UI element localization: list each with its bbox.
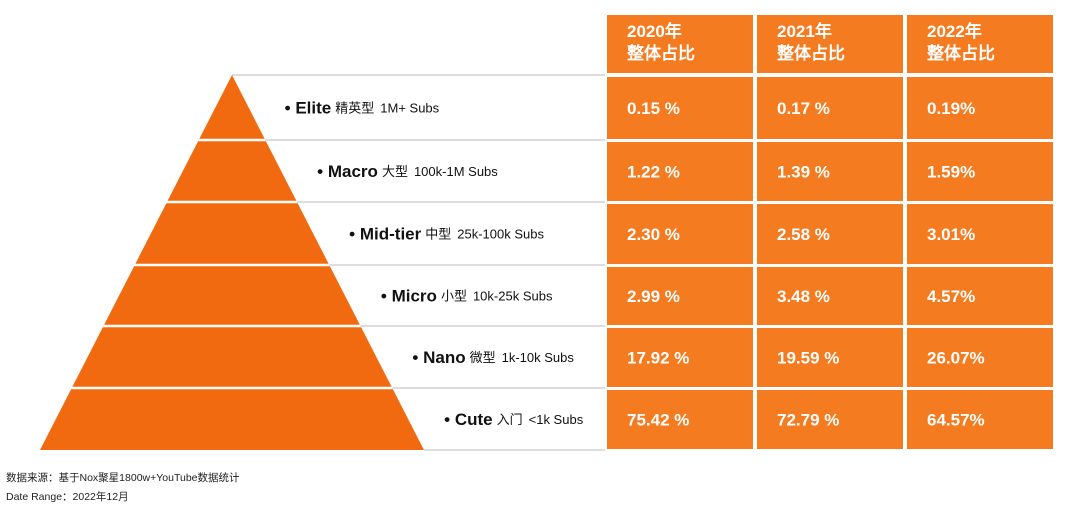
tier-label: • Macro 大型 100k-1M Subs bbox=[317, 162, 498, 181]
tier-label: • Nano 微型 1k-10k Subs bbox=[412, 348, 574, 367]
value-cell bbox=[607, 142, 753, 201]
tier-range: 1k-10k Subs bbox=[502, 350, 575, 365]
header-text: 2021年整体占比 bbox=[777, 21, 845, 63]
tier-cn: 入门 bbox=[497, 412, 523, 427]
tier-range: 1M+ Subs bbox=[380, 101, 439, 116]
value-text: 1.39 % bbox=[777, 162, 830, 181]
header-cell bbox=[757, 15, 903, 73]
header-cell bbox=[907, 15, 1053, 73]
value-cell bbox=[607, 390, 753, 449]
tier-range: <1k Subs bbox=[529, 412, 584, 427]
value-cell bbox=[757, 142, 903, 201]
pyramid bbox=[40, 75, 424, 450]
header-text: 2022年整体占比 bbox=[927, 21, 995, 63]
value-cell bbox=[757, 328, 903, 387]
value-cell bbox=[757, 267, 903, 325]
header-line: 2022年 bbox=[927, 21, 982, 41]
value-cell bbox=[757, 204, 903, 264]
value-text: 3.48 % bbox=[777, 287, 830, 306]
tier-label: • Micro 小型 10k-25k Subs bbox=[381, 287, 553, 306]
value-text: 0.19% bbox=[927, 99, 975, 118]
bullet: • bbox=[444, 410, 455, 429]
value-text: 2.30 % bbox=[627, 225, 680, 244]
tier-name: Nano bbox=[423, 348, 466, 367]
tier-range: 100k-1M Subs bbox=[414, 164, 498, 179]
value-text: 0.15 % bbox=[627, 99, 680, 118]
value-cell bbox=[757, 77, 903, 139]
tier-label: • Cute 入门 <1k Subs bbox=[444, 410, 584, 429]
value-cell bbox=[607, 328, 753, 387]
value-text: 4.57% bbox=[927, 287, 975, 306]
tier-name: Micro bbox=[392, 287, 437, 306]
value-text: 1.59% bbox=[927, 162, 975, 181]
header-line: 2021年 bbox=[777, 21, 832, 41]
value-text: 2.99 % bbox=[627, 287, 680, 306]
value-cell bbox=[607, 267, 753, 325]
header-cell bbox=[607, 15, 753, 73]
value-text: 0.17 % bbox=[777, 99, 830, 118]
tier-name: Elite bbox=[295, 99, 331, 118]
value-text: 72.79 % bbox=[777, 410, 839, 429]
value-cell bbox=[607, 77, 753, 139]
value-text: 75.42 % bbox=[627, 410, 689, 429]
value-cell bbox=[907, 267, 1053, 325]
header-line: 2020年 bbox=[627, 21, 682, 41]
value-text: 3.01% bbox=[927, 225, 975, 244]
header-line: 整体占比 bbox=[927, 43, 995, 63]
tier-cn: 微型 bbox=[470, 350, 496, 365]
tier-label: • Mid-tier 中型 25k-100k Subs bbox=[349, 225, 544, 244]
bullet: • bbox=[317, 162, 328, 181]
value-cell bbox=[907, 77, 1053, 139]
value-text: 26.07% bbox=[927, 348, 985, 367]
value-text: 19.59 % bbox=[777, 348, 839, 367]
tier-cn: 精英型 bbox=[335, 101, 374, 116]
value-cell bbox=[757, 390, 903, 449]
value-cell bbox=[607, 204, 753, 264]
value-text: 17.92 % bbox=[627, 348, 689, 367]
bullet: • bbox=[412, 348, 423, 367]
value-text: 2.58 % bbox=[777, 225, 830, 244]
tier-range: 10k-25k Subs bbox=[473, 289, 553, 304]
tier-label: • Elite 精英型 1M+ Subs bbox=[285, 99, 440, 118]
value-cell bbox=[907, 328, 1053, 387]
tier-cn: 中型 bbox=[425, 227, 451, 242]
bullet: • bbox=[285, 99, 296, 118]
tier-name: Mid-tier bbox=[360, 225, 422, 244]
tier-cn: 小型 bbox=[441, 289, 467, 304]
tier-range: 25k-100k Subs bbox=[457, 227, 544, 242]
bullet: • bbox=[381, 287, 392, 306]
tier-name: Cute bbox=[455, 410, 493, 429]
value-cell bbox=[907, 204, 1053, 264]
bullet: • bbox=[349, 225, 360, 244]
value-cell bbox=[907, 142, 1053, 201]
header-line: 整体占比 bbox=[777, 43, 845, 63]
tier-cn: 大型 bbox=[382, 164, 408, 179]
header-text: 2020年整体占比 bbox=[627, 21, 695, 63]
value-text: 64.57% bbox=[927, 410, 985, 429]
header-line: 整体占比 bbox=[627, 43, 695, 63]
value-text: 1.22 % bbox=[627, 162, 680, 181]
date-range: Date Range：2022年12月 bbox=[6, 490, 129, 503]
tier-name: Macro bbox=[328, 162, 378, 181]
source-note: 数据来源：基于Nox聚星1800w+YouTube数据统计 bbox=[6, 471, 240, 484]
value-cell bbox=[907, 390, 1053, 449]
